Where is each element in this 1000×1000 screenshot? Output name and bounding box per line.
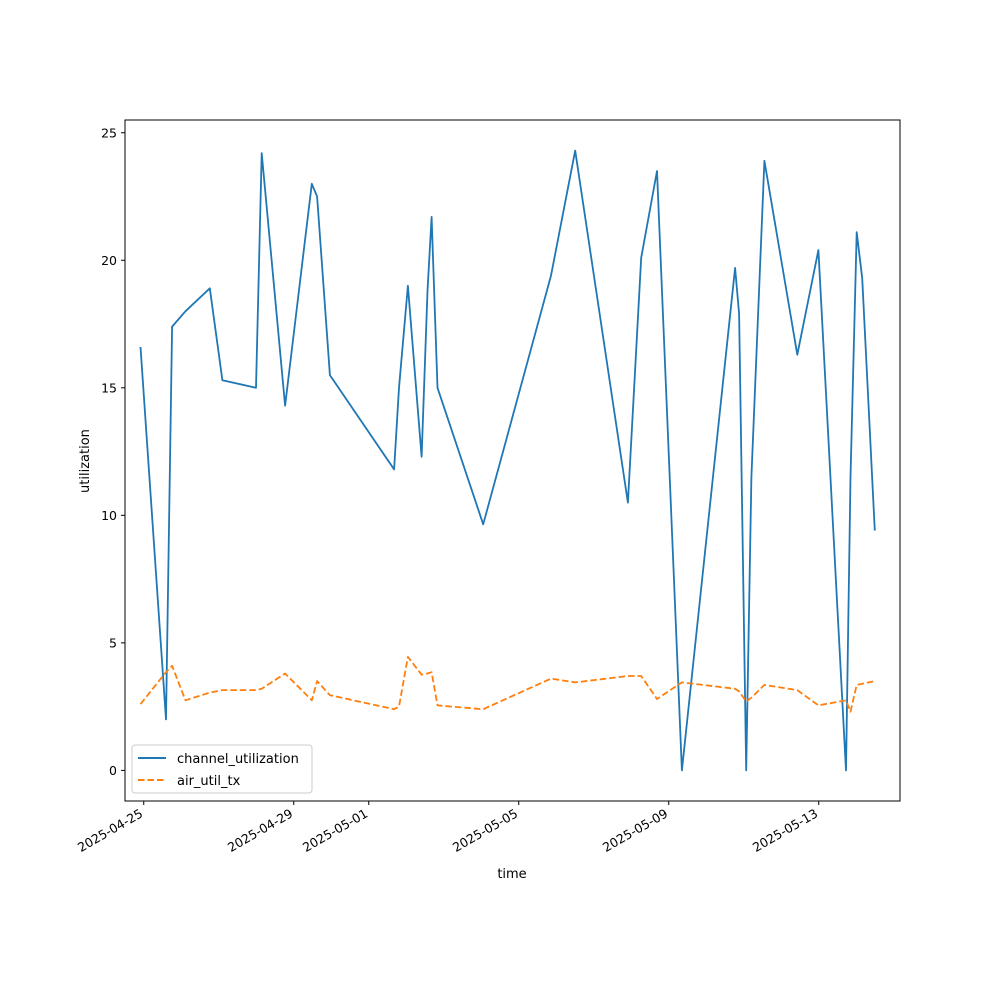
legend-label-air-util-tx: air_util_tx <box>177 774 241 789</box>
y-axis-label: utilization <box>78 429 93 493</box>
x-tick-label: 2025-05-05 <box>450 806 520 855</box>
y-tick-label: 10 <box>101 508 117 523</box>
x-tick-label: 2025-05-13 <box>750 806 820 855</box>
x-tick-label: 2025-05-09 <box>600 806 670 855</box>
x-tick-label: 2025-05-01 <box>300 806 370 855</box>
plot-frame <box>124 119 901 802</box>
x-tick-label: 2025-04-25 <box>75 806 145 855</box>
plot-lines <box>139 149 876 772</box>
y-tick-label: 25 <box>101 125 117 140</box>
legend-frame <box>131 744 313 794</box>
x-axis: 2025-04-25 2025-04-29 2025-05-01 2025-05-05… <box>75 801 820 855</box>
series-line-air-util-tx <box>139 656 875 713</box>
legend: channel_utilization air_util_tx <box>131 744 313 794</box>
y-tick-label: 15 <box>101 380 117 395</box>
legend-label-channel-utilization: channel_utilization <box>177 752 299 767</box>
series-line-channel-utilization <box>139 149 876 772</box>
y-tick-label: 5 <box>109 635 117 650</box>
x-tick-label: 2025-04-29 <box>225 806 295 855</box>
y-tick-label: 20 <box>101 253 117 268</box>
y-axis: 0 5 10 15 20 25 <box>101 125 125 778</box>
x-axis-label: time <box>497 867 526 882</box>
y-tick-label: 0 <box>109 763 117 778</box>
